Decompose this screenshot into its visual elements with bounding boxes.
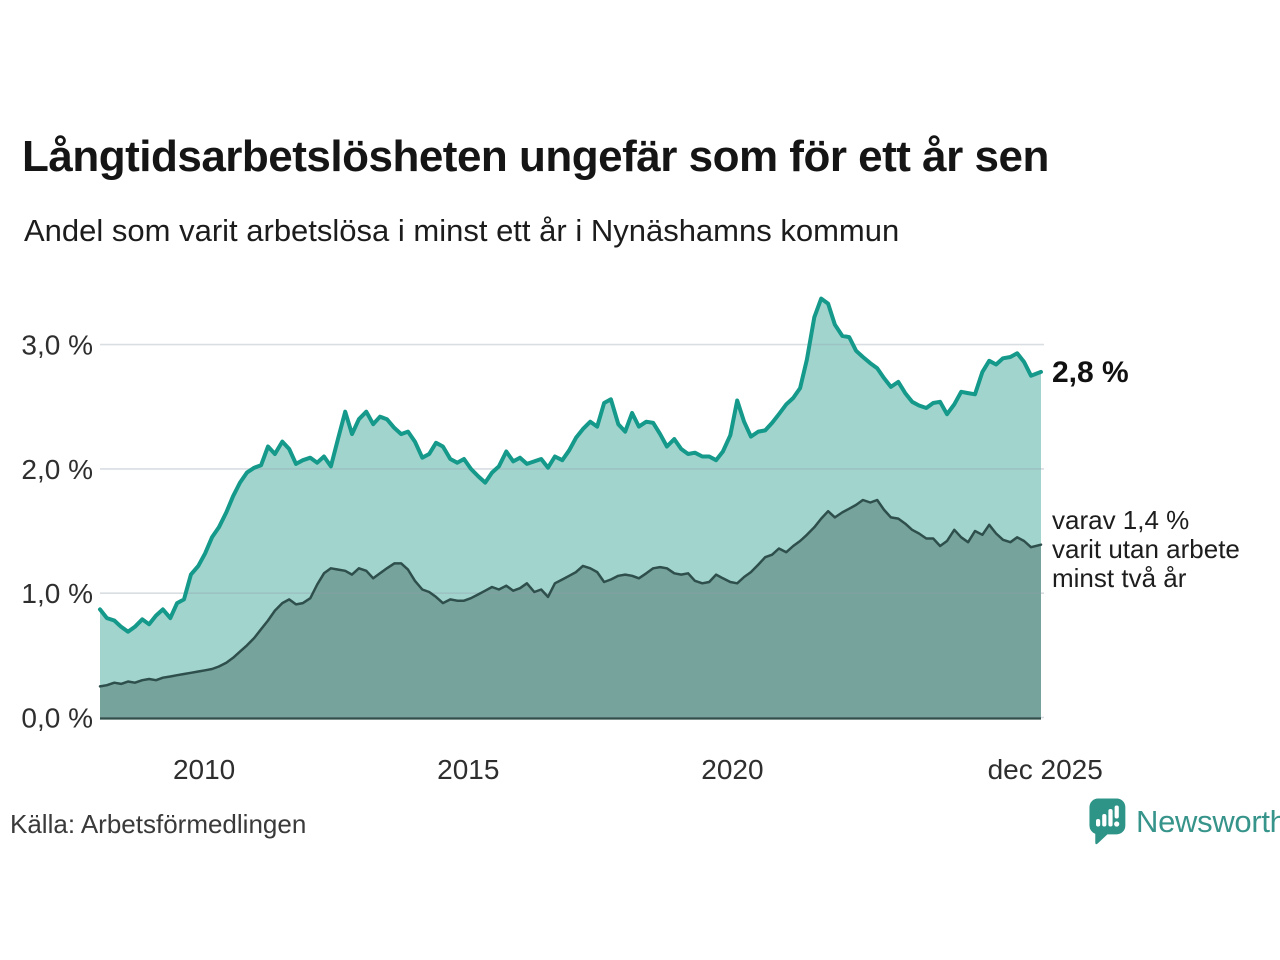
- y-tick-label: 2,0 %: [21, 454, 93, 485]
- x-tick-label: 2010: [173, 754, 235, 785]
- series-line-1: [98, 296, 1043, 634]
- x-tick-label: 2015: [437, 754, 499, 785]
- source-note: Källa: Arbetsförmedlingen: [10, 809, 307, 839]
- series1-end-value-label: 2,8 %: [1052, 356, 1129, 389]
- series2-annotation-line1: varav 1,4 %: [1052, 505, 1190, 535]
- series2-annotation-line3: minst två år: [1052, 563, 1187, 594]
- y-tick-label: 3,0 %: [21, 330, 93, 361]
- y-tick-label: 1,0 %: [21, 578, 93, 609]
- series-line-2: [98, 498, 1043, 688]
- series2-annotation: varav 1,4 % varit utan arbete minst två …: [1052, 505, 1240, 594]
- x-tick-label: dec 2025: [988, 754, 1103, 785]
- series2-annotation-line2: varit utan arbete: [1052, 534, 1240, 565]
- y-tick-label: 0,0 %: [21, 703, 93, 734]
- chart-title: Långtidsarbetslösheten ungefär som för e…: [22, 132, 1049, 181]
- chart-subtitle: Andel som varit arbetslösa i minst ett å…: [24, 213, 900, 248]
- newsworthy-wordmark: Newsworthy: [1136, 804, 1280, 839]
- x-tick-label: 2020: [701, 754, 763, 785]
- series-area-2: [100, 500, 1041, 718]
- newsworthy-logo: Newsworthy: [1087, 797, 1280, 847]
- newsworthy-icon: [1089, 798, 1126, 845]
